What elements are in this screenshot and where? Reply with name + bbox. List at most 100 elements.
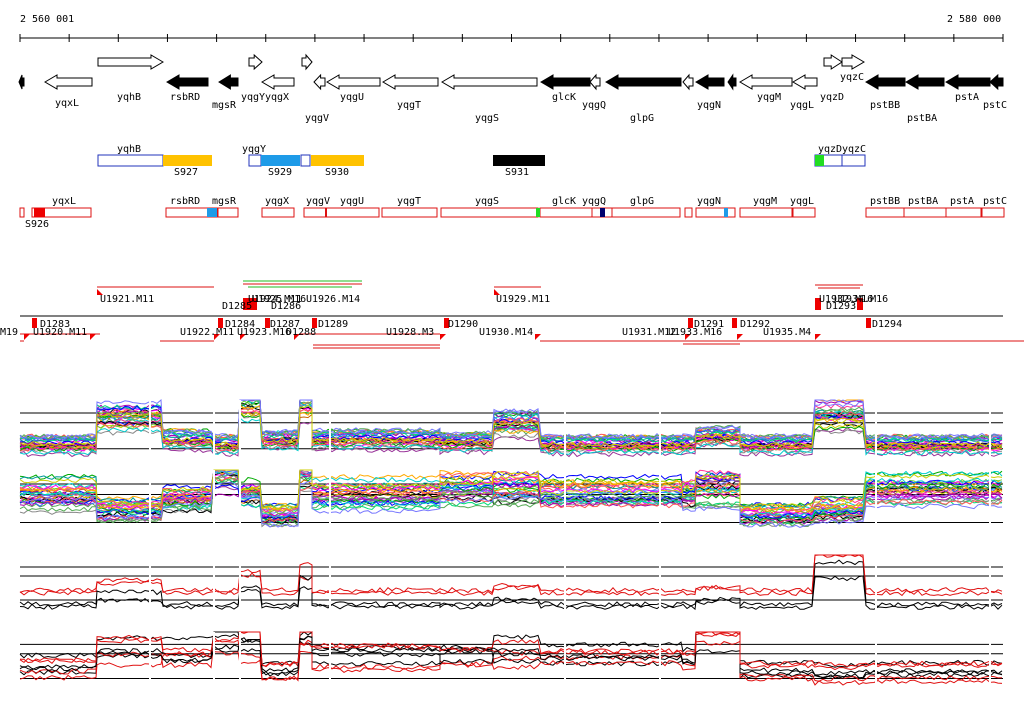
- feature-label-u1930.m14: U1930.M14: [479, 327, 533, 338]
- gene-arrow: [540, 74, 591, 90]
- expression-trace: [19, 399, 1003, 443]
- box-label-yqgY: yqgY: [242, 144, 266, 155]
- red-box-label-yqgQ: yqgQ: [582, 196, 606, 207]
- gene-arrow: [382, 74, 439, 90]
- gene-label-yqxL: yqxL: [55, 98, 79, 109]
- gene-box: [945, 207, 982, 218]
- expression-trace: [19, 474, 1003, 527]
- expression-trace: [19, 398, 1003, 440]
- feature-label-u1922.m11: U1922.M11: [180, 327, 234, 338]
- red-box-label-yqgN: yqgN: [697, 196, 721, 207]
- gene-arrow: [261, 74, 295, 90]
- feature-label-u1921.m11: U1921.M11: [100, 294, 154, 305]
- expression-trace: [19, 469, 1003, 513]
- gene-label-yqgQ: yqgQ: [582, 100, 606, 111]
- feature-flag: [815, 334, 821, 340]
- feature-label-u1931.m12: U1931.M12: [622, 327, 676, 338]
- feature-label-u1924.m11: U1924.M11: [248, 294, 302, 305]
- gene-arrow: [682, 73, 694, 91]
- gene-label-yqhB: yqhB: [117, 92, 141, 103]
- gene-track: [18, 53, 1004, 91]
- feature-label-u1926.m14: U1926.M14: [306, 294, 360, 305]
- gene-arrow: [945, 74, 991, 90]
- red-box-label-yqxL: yqxL: [52, 196, 76, 207]
- expression-trace: [19, 401, 1003, 455]
- red-box-label-rsbRD: rsbRD: [170, 196, 200, 207]
- gene-arrow: [841, 54, 865, 70]
- gene-arrow: [248, 53, 263, 71]
- red-box-label-yqgL: yqgL: [790, 196, 814, 207]
- feature-label-u1932.m16: U1932.M16: [819, 294, 873, 305]
- gene-box: [381, 207, 438, 218]
- feature-label-d1283: D1283: [40, 319, 70, 330]
- expression-trace: [19, 469, 1003, 510]
- gene-box: [903, 207, 947, 218]
- feature-flag: [737, 334, 743, 340]
- red-box-label-pstA: pstA: [950, 196, 974, 207]
- expression-panel-1: [19, 398, 1003, 465]
- gene-label-glpG: glpG: [630, 113, 654, 124]
- gene-label-yqgM: yqgM: [757, 92, 781, 103]
- gene-arrow: [44, 74, 93, 90]
- expression-trace: [19, 631, 1003, 668]
- gene-label-yqgS: yqgS: [475, 113, 499, 124]
- gene-label-yqgL: yqgL: [790, 100, 814, 111]
- expression-trace: [19, 399, 1003, 452]
- expression-trace: [19, 399, 1003, 441]
- expression-trace: [19, 635, 1003, 679]
- expression-trace: [19, 631, 1003, 668]
- red-box-label-pstBA: pstBA: [908, 196, 938, 207]
- feature-flag: [535, 334, 541, 340]
- gene-label-yqgU: yqgU: [340, 92, 364, 103]
- marker-blue: [207, 208, 217, 217]
- feature-flag: [214, 334, 220, 340]
- red-box-label-yqgU: yqgU: [340, 196, 364, 207]
- feature-label-d1286: D1286: [271, 301, 301, 312]
- expression-trace: [19, 404, 1003, 448]
- gene-arrow: [727, 73, 737, 91]
- gene-box: [695, 207, 736, 218]
- box-label-yqhB: yqhB: [117, 144, 141, 155]
- gene-box: [440, 207, 539, 218]
- expression-trace: [19, 575, 1003, 611]
- gene-label-glcK: glcK: [552, 92, 576, 103]
- expression-trace: [19, 631, 1003, 680]
- expression-trace: [19, 407, 1003, 452]
- feature-label-d1284: D1284: [225, 319, 255, 330]
- feature-label-u1935.m4: U1935.M4: [763, 327, 811, 338]
- segment-S927: [163, 155, 212, 166]
- red-box-track: S926 yqxL rsbRD mgsR yqgX yqgV yqgU yqgT yqgS gl…: [19, 196, 1007, 230]
- expression-trace: [19, 475, 1003, 524]
- box-label-yqzC: yqzC: [842, 144, 866, 155]
- gene-box: [865, 207, 905, 218]
- segment-S931: [493, 155, 545, 166]
- feature-label-u1928.m3: U1928.M3: [386, 327, 434, 338]
- gene-label-yqgV: yqgV: [305, 113, 329, 124]
- segment-label-S931: S931: [505, 167, 529, 178]
- gene-arrow: [18, 74, 25, 90]
- red-box-label-yqgX: yqgX: [265, 196, 289, 207]
- segment-label-S926: S926: [25, 219, 49, 230]
- feature-label-u1929.m11: U1929.M11: [496, 294, 550, 305]
- gene-label-yqzC: yqzC: [840, 72, 864, 83]
- expression-trace: [19, 554, 1003, 594]
- red-box-label-mgsR: mgsR: [212, 196, 237, 207]
- gene-arrow: [989, 73, 1004, 91]
- gene-arrow: [823, 54, 843, 70]
- gene-label-pstA: pstA: [955, 92, 979, 103]
- gene-label-pstBA: pstBA: [907, 113, 937, 124]
- feature-label-u1923.m16: U1923.M16: [237, 327, 291, 338]
- red-box-label-pstC: pstC: [983, 196, 1007, 207]
- expression-trace: [19, 399, 1003, 449]
- gene-label-yqgT: yqgT: [397, 100, 421, 111]
- marker-green: [536, 208, 540, 217]
- marker-navy: [600, 208, 605, 217]
- red-box-label-yqgM: yqgM: [753, 196, 777, 207]
- feature-flag: [240, 334, 246, 340]
- red-box-label-pstBB: pstBB: [870, 196, 900, 207]
- red-box-label-yqgV: yqgV: [306, 196, 330, 207]
- feature-label-d1293: D1293: [826, 301, 856, 312]
- ruler-end-label: 2 580 000: [947, 14, 1001, 25]
- marker-S926: [34, 208, 45, 217]
